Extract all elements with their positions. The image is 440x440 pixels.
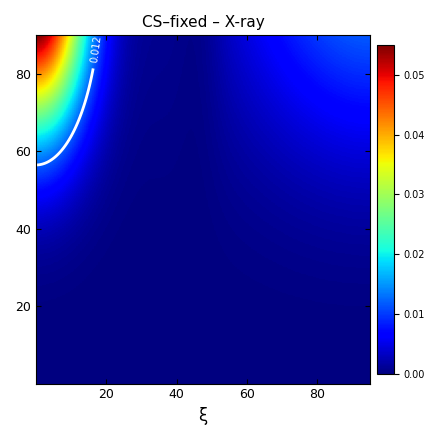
Title: CS–fixed – X-ray: CS–fixed – X-ray	[142, 15, 264, 30]
Text: 0.012: 0.012	[89, 35, 103, 64]
X-axis label: ξ: ξ	[198, 407, 208, 425]
